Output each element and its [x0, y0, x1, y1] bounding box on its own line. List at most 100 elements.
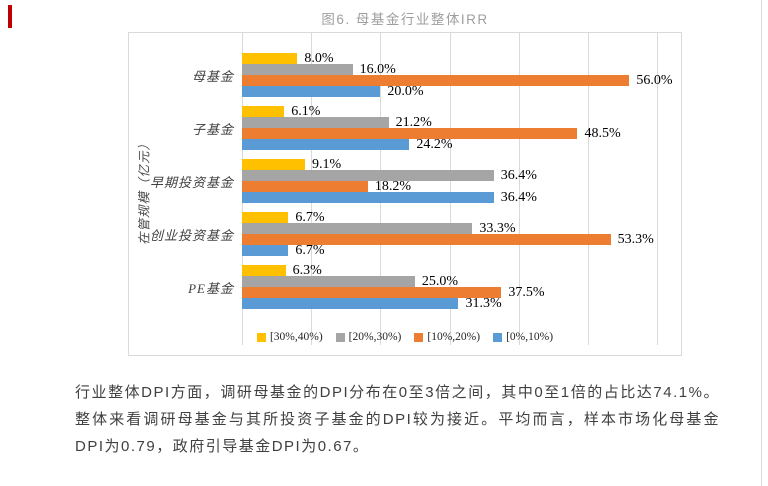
category-row: 6.7% 33.3% 53.3% 6.7% — [242, 208, 657, 261]
legend: [30%,40%) [20%,30%) [10%,20%) [0%,10%) — [129, 331, 681, 343]
bar-value-label: 33.3% — [479, 221, 516, 236]
bar-line: 6.7% — [242, 210, 657, 225]
bar-group: 8.0% 16.0% 56.0% 20.0% — [242, 51, 673, 99]
bar-value-label: 6.7% — [295, 243, 325, 258]
bar-value-label: 36.4% — [500, 168, 537, 183]
chart-inner: 在管规模（亿元） 母基金 子基金 早期投资基金 创业投资基金 PE基金 8.0% 16.0… — [129, 33, 681, 355]
bar-series-0 — [242, 212, 289, 223]
irr-bar-chart: 在管规模（亿元） 母基金 子基金 早期投资基金 创业投资基金 PE基金 8.0% 16.0… — [128, 32, 682, 356]
legend-item: [20%,30%) — [335, 331, 402, 343]
bar-line: 33.3% — [242, 221, 657, 236]
legend-item: [10%,20%) — [414, 331, 480, 343]
bar-line: 6.1% — [242, 104, 657, 119]
bar-series-2 — [242, 181, 368, 192]
legend-label: [10%,20%) — [427, 331, 481, 343]
category-label: 创业投资基金 — [149, 228, 234, 243]
bar-series-0 — [242, 159, 305, 170]
bar-value-label: 6.1% — [291, 104, 321, 119]
bar-series-2 — [242, 75, 630, 86]
bar-group: 6.3% 25.0% 37.5% 31.3% — [242, 263, 657, 311]
bar-value-label: 36.4% — [500, 190, 537, 205]
bar-group: 9.1% 36.4% 18.2% 36.4% — [242, 157, 657, 205]
category-axis: 母基金子基金早期投资基金 创业投资基金 PE基金 — [129, 49, 234, 314]
bar-line: 53.3% — [242, 232, 657, 247]
plot-area: 8.0% 16.0% 56.0% 20.0% 6.1% 21.2% 48.5% 24.2% 9.… — [242, 33, 673, 345]
bar-series-2 — [242, 234, 611, 245]
bar-line: 24.2% — [242, 137, 657, 152]
bar-series-3 — [242, 298, 459, 309]
bar-line: 21.2% — [242, 115, 657, 130]
bar-series-3 — [242, 192, 494, 203]
bar-series-0 — [242, 53, 298, 64]
bar-line: 25.0% — [242, 274, 657, 289]
bar-series-1 — [242, 223, 473, 234]
bar-value-label: 25.0% — [421, 274, 459, 289]
bar-value-label: 9.1% — [311, 157, 342, 172]
bar-line: 9.1% — [242, 157, 657, 172]
bar-line: 6.3% — [242, 263, 657, 278]
bar-group: 6.7% 33.3% 53.3% 6.7% — [242, 210, 657, 258]
legend-item: [30%,40%) — [256, 331, 323, 343]
legend-swatch — [256, 332, 266, 342]
figure-title: 图6. 母基金行业整体IRR — [321, 12, 489, 27]
red-accent-bar — [8, 5, 12, 28]
category-row: 6.1% 21.2% 48.5% 24.2% — [242, 102, 657, 155]
bar-series-1 — [242, 276, 415, 287]
bar-value-label: 16.0% — [359, 62, 396, 77]
bar-line: 31.3% — [242, 296, 657, 311]
body-paragraph: 行业整体DPI方面，调研母基金的DPI分布在0至3倍之间，其中0至1倍的占比达7… — [75, 384, 720, 455]
bar-line: 20.0% — [242, 84, 657, 99]
bar-value-label: 20.0% — [387, 84, 424, 99]
bar-value-label: 31.3% — [465, 296, 502, 311]
bar-value-label: 56.0% — [636, 73, 673, 88]
bar-rows: 8.0% 16.0% 56.0% 20.0% 6.1% 21.2% 48.5% 24.2% 9.… — [242, 49, 673, 314]
bar-series-2 — [242, 287, 502, 298]
category-label: 母基金 — [191, 69, 234, 84]
bar-value-label: 21.2% — [395, 115, 432, 130]
gridline — [380, 33, 382, 345]
legend-swatch — [335, 332, 345, 342]
bar-series-0 — [242, 265, 286, 276]
bar-series-1 — [242, 170, 494, 181]
bar-value-label: 48.5% — [584, 126, 621, 141]
bar-series-3 — [242, 245, 289, 256]
bar-line: 8.0% — [242, 51, 657, 66]
bar-line: 16.0% — [242, 62, 657, 77]
bar-line: 6.7% — [242, 243, 657, 258]
bar-value-label: 6.3% — [292, 263, 322, 278]
category-label: PE基金 — [188, 281, 234, 296]
gridline — [587, 33, 589, 345]
gridline — [449, 33, 451, 345]
bar-series-0 — [242, 106, 285, 117]
legend-swatch — [493, 332, 503, 342]
legend-swatch — [414, 332, 424, 342]
bar-value-label: 53.3% — [617, 232, 654, 247]
legend-label: [30%,40%) — [269, 331, 323, 343]
legend-label: [0%,10%) — [506, 331, 554, 343]
bar-series-2 — [242, 128, 578, 139]
legend-item: [0%,10%) — [493, 331, 553, 343]
category-row: 8.0% 16.0% 56.0% 20.0% — [242, 49, 673, 102]
gridline — [657, 33, 658, 345]
bar-series-1 — [242, 64, 353, 75]
bar-value-label: 37.5% — [508, 285, 545, 300]
legend-label: [20%,30%) — [348, 331, 402, 343]
bar-line: 18.2% — [242, 179, 657, 194]
bar-series-1 — [242, 117, 389, 128]
category-row: 9.1% 36.4% 18.2% 36.4% — [242, 155, 657, 208]
bar-series-3 — [242, 139, 410, 150]
bar-line: 56.0% — [242, 74, 673, 88]
category-label: 子基金 — [191, 122, 234, 137]
bar-value-label: 8.0% — [304, 51, 334, 66]
bar-value-label: 18.2% — [374, 179, 412, 194]
bar-line: 36.4% — [242, 168, 657, 183]
gridline — [518, 33, 520, 345]
category-label: 早期投资基金 — [149, 175, 234, 190]
bar-value-label: 6.7% — [295, 210, 325, 225]
bar-value-label: 24.2% — [416, 137, 453, 152]
bar-line: 48.5% — [242, 126, 657, 141]
category-row: 6.3% 25.0% 37.5% 31.3% — [242, 261, 657, 314]
bar-line: 37.5% — [242, 285, 657, 300]
bar-line: 36.4% — [242, 190, 657, 205]
